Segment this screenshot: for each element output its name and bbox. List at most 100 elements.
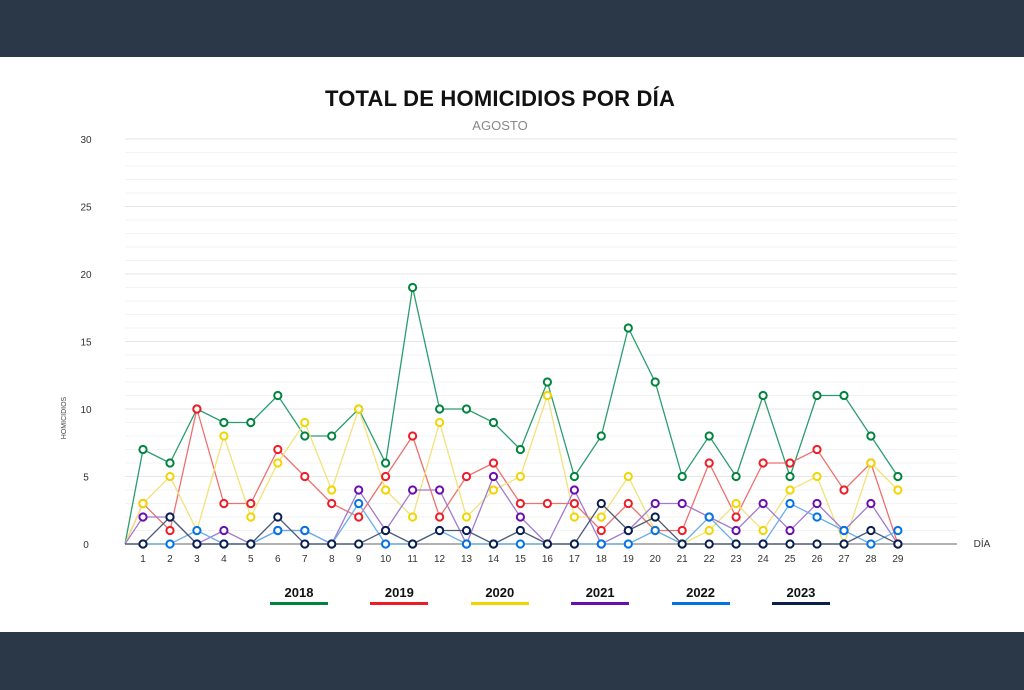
data-point-2020 (866, 458, 876, 468)
data-point-2019 (812, 444, 822, 455)
data-point-2022 (785, 498, 795, 509)
x-tick-label: 17 (569, 554, 581, 565)
legend-swatch (270, 602, 328, 605)
data-point-2023 (165, 512, 175, 522)
series-points (138, 282, 903, 549)
data-point-2019 (300, 471, 310, 482)
series-line-2018 (124, 287, 899, 545)
y-tick-label: 20 (80, 270, 92, 281)
x-tick-label: 4 (221, 554, 227, 565)
y-tick-label: 0 (83, 540, 89, 551)
data-point-2021 (812, 498, 822, 509)
chart-subtitle: AGOSTO (472, 118, 528, 133)
data-point-2018 (300, 431, 310, 441)
legend-label: 2023 (786, 585, 816, 600)
data-point-2022 (623, 539, 633, 549)
top-bar (0, 0, 1024, 57)
data-point-2020 (623, 471, 633, 482)
legend-item-2022: 2022 (671, 585, 730, 605)
data-point-2023 (677, 539, 687, 549)
series-lines (124, 287, 899, 546)
data-point-2023 (138, 539, 148, 549)
data-point-2018 (785, 471, 795, 482)
data-point-2018 (246, 417, 256, 428)
legend-label: 2021 (585, 585, 615, 600)
data-point-2019 (246, 498, 256, 509)
data-point-2021 (731, 525, 741, 536)
data-point-2020 (515, 471, 526, 482)
legend-item-2023: 2023 (771, 585, 830, 605)
data-point-2018 (515, 444, 526, 455)
x-tick-label: 8 (329, 554, 335, 565)
data-point-2020 (219, 431, 229, 441)
data-point-2018 (866, 431, 876, 441)
data-point-2021 (219, 525, 229, 536)
data-point-2020 (381, 485, 391, 495)
x-tick-label: 10 (380, 554, 392, 565)
data-point-2018 (839, 390, 849, 401)
data-point-2019 (515, 498, 526, 509)
data-point-2023 (435, 525, 445, 536)
data-point-2018 (408, 282, 418, 293)
data-point-2018 (893, 471, 903, 482)
data-point-2020 (300, 417, 310, 428)
data-point-2018 (461, 404, 472, 414)
data-point-2021 (138, 512, 148, 522)
data-point-2020 (165, 471, 175, 482)
y-tick-label: 30 (80, 135, 92, 146)
x-tick-label: 24 (758, 554, 770, 565)
data-point-2018 (488, 417, 499, 428)
data-point-2020 (893, 485, 903, 495)
data-point-2023 (515, 525, 526, 536)
data-point-2019 (596, 525, 606, 536)
data-point-2019 (785, 458, 795, 468)
x-tick-label: 20 (650, 554, 662, 565)
data-point-2022 (515, 539, 526, 549)
data-point-2018 (381, 458, 391, 468)
x-tick-label: 19 (623, 554, 635, 565)
y-tick-label: 5 (83, 473, 89, 484)
legend-swatch (771, 602, 830, 605)
data-point-2018 (812, 390, 822, 401)
x-tick-label: 25 (784, 554, 796, 565)
data-point-2023 (327, 539, 337, 549)
x-tick-label: 12 (434, 554, 446, 565)
x-tick-label: 5 (248, 554, 254, 565)
x-tick-label: 21 (677, 554, 689, 565)
data-point-2020 (246, 512, 256, 522)
legend-item-2020: 2020 (470, 585, 529, 605)
data-point-2023 (461, 525, 472, 536)
data-point-2023 (300, 539, 310, 549)
data-point-2022 (192, 525, 202, 536)
x-tick-label: 13 (461, 554, 473, 565)
data-point-2022 (300, 525, 310, 536)
data-point-2018 (650, 377, 660, 387)
data-point-2019 (542, 498, 553, 509)
data-point-2023 (354, 539, 364, 549)
legend-swatch (671, 602, 730, 605)
x-tick-label: 2 (167, 554, 173, 565)
data-point-2023 (408, 539, 418, 549)
x-tick-label: 22 (704, 554, 716, 565)
data-point-2020 (354, 404, 364, 414)
data-point-2018 (273, 390, 283, 401)
data-point-2021 (488, 471, 499, 482)
data-point-2022 (704, 512, 714, 522)
x-tick-label: 11 (407, 554, 418, 565)
legend-label: 2022 (686, 585, 716, 600)
data-point-2023 (785, 539, 795, 549)
data-point-2019 (435, 512, 445, 522)
data-point-2021 (354, 485, 364, 495)
x-tick-label: 1 (140, 554, 146, 565)
legend-swatch (470, 602, 529, 605)
data-point-2018 (731, 471, 741, 482)
x-tick-label: 15 (515, 554, 527, 565)
data-point-2023 (488, 539, 499, 549)
data-point-2020 (408, 512, 418, 522)
y-tick-labels: 0 5 10 15 20 25 30 (80, 135, 92, 551)
data-point-2019 (461, 471, 472, 482)
data-point-2023 (893, 539, 903, 549)
x-tick-label: 16 (542, 554, 554, 565)
data-point-2022 (381, 539, 391, 549)
data-point-2022 (461, 539, 472, 549)
